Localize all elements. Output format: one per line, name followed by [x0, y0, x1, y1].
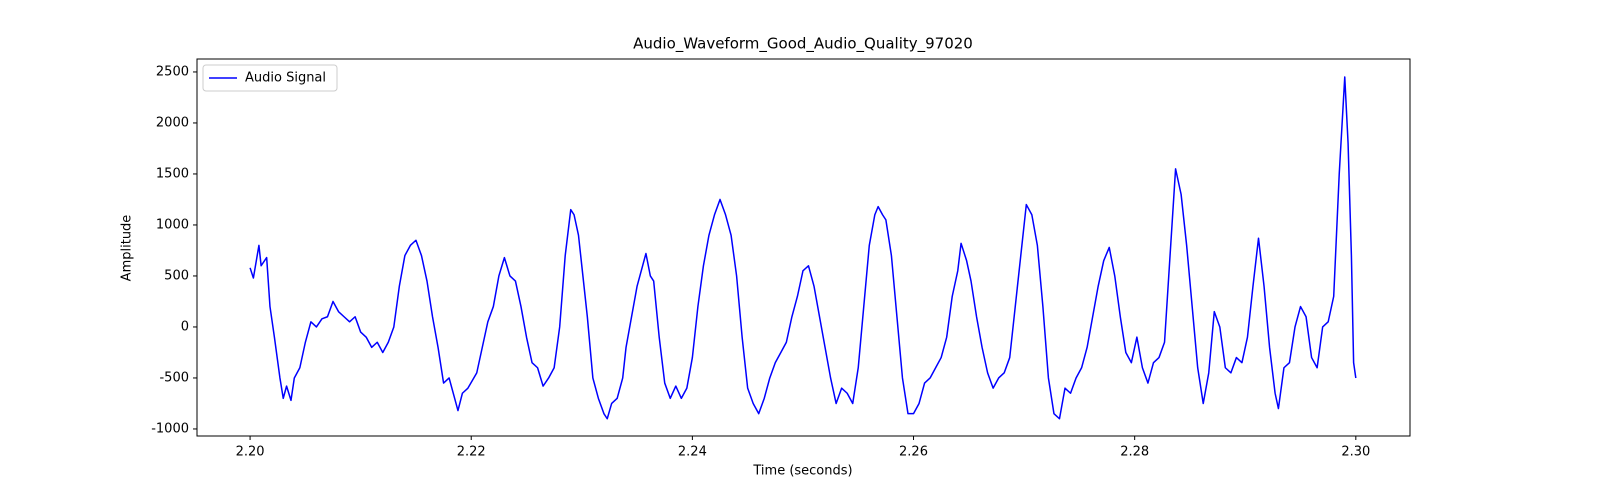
y-tick-label: 1000 [156, 217, 189, 232]
y-axis-label: Amplitude [120, 215, 135, 282]
y-tick-label: 2500 [156, 64, 189, 79]
y-tick-label: -1000 [151, 421, 189, 436]
y-tick-label: -500 [159, 370, 189, 385]
legend-label: Audio Signal [245, 71, 326, 86]
x-tick-label: 2.26 [899, 445, 928, 460]
x-tick-label: 2.30 [1341, 445, 1370, 460]
x-tick-label: 2.28 [1120, 445, 1149, 460]
legend-box [202, 64, 338, 92]
x-tick-label: 2.20 [236, 445, 265, 460]
y-tick-label: 2000 [156, 115, 189, 130]
y-tick-label: 0 [181, 319, 189, 334]
data-line [249, 76, 1357, 420]
x-axis-label: Time (seconds) [752, 464, 852, 479]
x-tick-label: 2.24 [678, 445, 707, 460]
x-tick-label: 2.22 [457, 445, 486, 460]
y-tick-label: 1500 [156, 166, 189, 181]
plot-frame [196, 58, 1411, 437]
y-tick-label: 500 [164, 268, 189, 283]
chart-title: Audio_Waveform_Good_Audio_Quality_97020 [633, 35, 973, 54]
